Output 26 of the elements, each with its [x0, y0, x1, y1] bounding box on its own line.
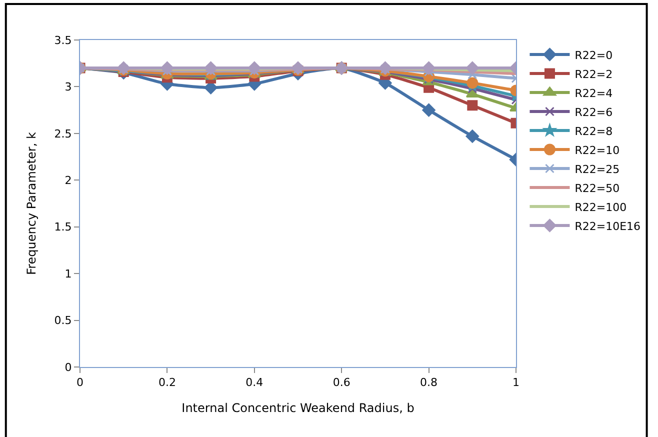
- x-axis-title: Internal Concentric Weakend Radius, b: [182, 401, 414, 416]
- legend-label: R22=50: [574, 182, 620, 195]
- y-tick-label: 1: [64, 267, 72, 280]
- legend-label: R22=0: [574, 48, 613, 62]
- legend-label: R22=6: [574, 106, 613, 119]
- y-tick-label: 3.5: [54, 34, 72, 47]
- x-tick-label: 0.2: [158, 376, 176, 390]
- y-axis-title: Frequency Parameter, k: [24, 132, 39, 275]
- x-tick-label: 0.8: [420, 376, 438, 390]
- legend-label: R22=25: [574, 162, 620, 176]
- x-tick-label: 0.6: [332, 376, 350, 390]
- legend-label: R22=4: [574, 86, 613, 100]
- x-tick-label: 0: [76, 376, 84, 390]
- y-tick-label: 0.5: [54, 314, 72, 328]
- legend-label: R22=100: [574, 200, 627, 214]
- y-tick-label: 0: [64, 360, 72, 374]
- legend-label: R22=10E16: [574, 220, 641, 233]
- legend-label: R22=10: [574, 144, 620, 157]
- y-tick-label: 3: [64, 80, 72, 94]
- x-tick-label: 0.4: [246, 376, 264, 390]
- y-tick-label: 2.5: [54, 127, 72, 140]
- x-tick-label: 1: [512, 376, 520, 390]
- y-tick-label: 2: [64, 174, 72, 187]
- y-tick-label: 1.5: [54, 220, 72, 234]
- legend-label: R22=8: [574, 124, 613, 138]
- legend-label: R22=2: [574, 68, 613, 81]
